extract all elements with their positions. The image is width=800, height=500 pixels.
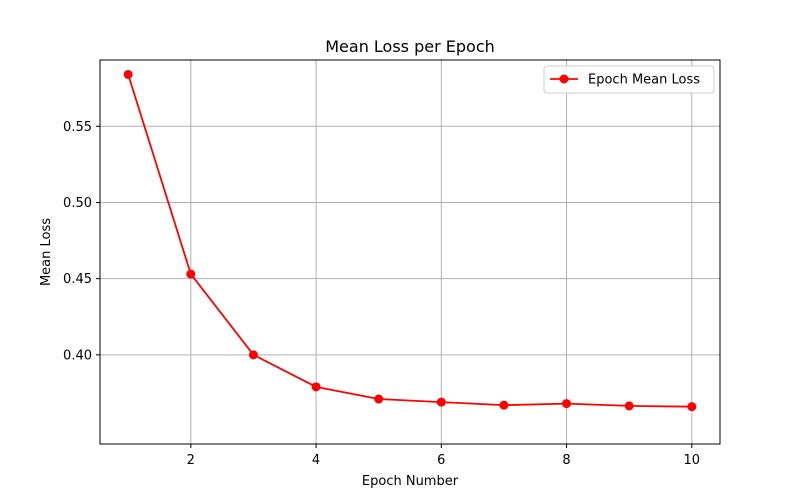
- axis-ticks: 2 4 6 8 10 0.40 0.45 0.50 0.55: [63, 120, 700, 468]
- data-point-marker: [624, 401, 634, 411]
- data-point-marker: [562, 399, 572, 409]
- legend: Epoch Mean Loss: [543, 65, 715, 94]
- data-point-marker: [499, 400, 509, 410]
- data-point-marker: [248, 350, 258, 360]
- y-axis-label: Mean Loss: [39, 218, 54, 286]
- grid-lines: [100, 60, 720, 444]
- data-point-marker: [186, 269, 196, 279]
- data-point-marker: [436, 397, 446, 407]
- legend-marker-swatch: [559, 74, 569, 84]
- legend-label: Epoch Mean Loss: [588, 73, 700, 88]
- plot-frame: [99, 59, 721, 445]
- series-layer: [123, 69, 697, 412]
- x-axis-label: Epoch Number: [362, 474, 459, 489]
- x-tick-label: 8: [562, 453, 570, 468]
- data-point-marker: [123, 69, 133, 79]
- y-tick-label: 0.45: [63, 272, 92, 287]
- y-tick-label: 0.50: [63, 196, 92, 211]
- data-point-marker: [687, 402, 697, 412]
- x-tick-label: 2: [187, 453, 195, 468]
- data-point-marker: [374, 394, 384, 404]
- series-line: [127, 74, 692, 408]
- x-tick-label: 6: [437, 453, 445, 468]
- y-tick-label: 0.55: [63, 120, 92, 135]
- chart-title: Mean Loss per Epoch: [325, 37, 495, 56]
- legend-box: [543, 65, 715, 94]
- x-tick-label: 4: [312, 453, 320, 468]
- data-point-marker: [311, 382, 321, 392]
- y-tick-label: 0.40: [63, 348, 92, 363]
- x-tick-label: 10: [684, 453, 701, 468]
